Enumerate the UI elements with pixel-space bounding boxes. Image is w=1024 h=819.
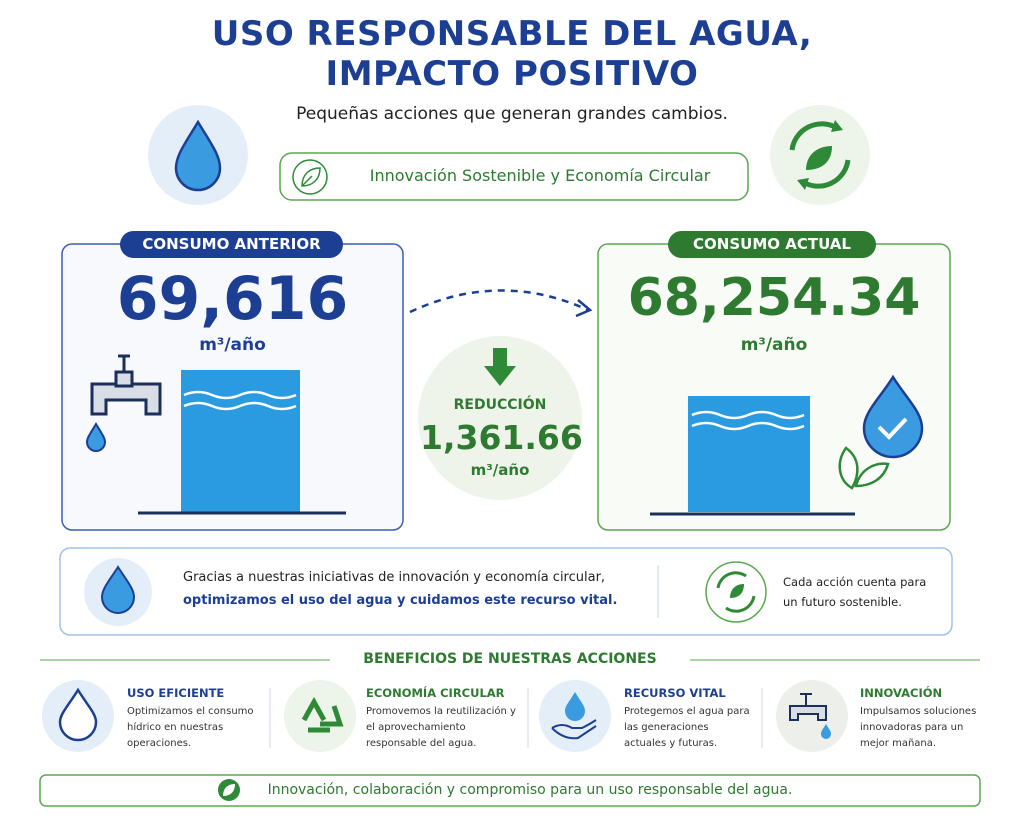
title-line: IMPACTO POSITIVO — [325, 54, 699, 94]
current-unit: m³/año — [740, 335, 808, 355]
previous-unit: m³/año — [199, 335, 266, 355]
previous-value: 69,616 — [116, 264, 349, 334]
footer: Innovación, colaboración y compromiso pa… — [267, 782, 793, 798]
reduction-unit: m³/año — [470, 461, 530, 479]
benefit-text: Optimizamos el consumo hídrico en nuestr… — [127, 706, 254, 749]
title-line: USO RESPONSABLE DEL AGUA, — [211, 14, 813, 54]
benefit-title: RECURSO VITAL — [624, 686, 726, 700]
benefits-title: BENEFICIOS DE NUESTRAS ACCIONES — [363, 651, 657, 667]
reduction-label: REDUCCIÓN — [453, 397, 547, 413]
message-side: Cada acción cuenta para un futuro sosten… — [783, 575, 927, 609]
benefit-title: USO EFICIENTE — [127, 686, 225, 700]
benefit-text: Protegemos el agua para las generaciones… — [624, 706, 750, 749]
benefit-title: ECONOMÍA CIRCULAR — [366, 686, 505, 700]
reduction-value: 1,361.66 — [420, 418, 583, 457]
message-text: Gracias a nuestras iniciativas de innova… — [183, 570, 606, 585]
benefit-text: Impulsamos soluciones innovadoras para u… — [860, 706, 977, 749]
current-label: CONSUMO ACTUAL — [668, 231, 876, 258]
benefit-text: Promovemos la reutilización y el aprovec… — [366, 706, 516, 749]
current-value: 68,254.34 — [627, 268, 921, 328]
previous-label: CONSUMO ANTERIOR — [120, 231, 343, 258]
benefit-title: INNOVACIÓN — [860, 686, 943, 700]
badge: Innovación Sostenible y Economía Circula… — [369, 166, 711, 185]
message-highlight: optimizamos el uso del agua y cuidamos e… — [183, 593, 618, 608]
subtitle: Pequeñas acciones que generan grandes ca… — [296, 104, 728, 124]
